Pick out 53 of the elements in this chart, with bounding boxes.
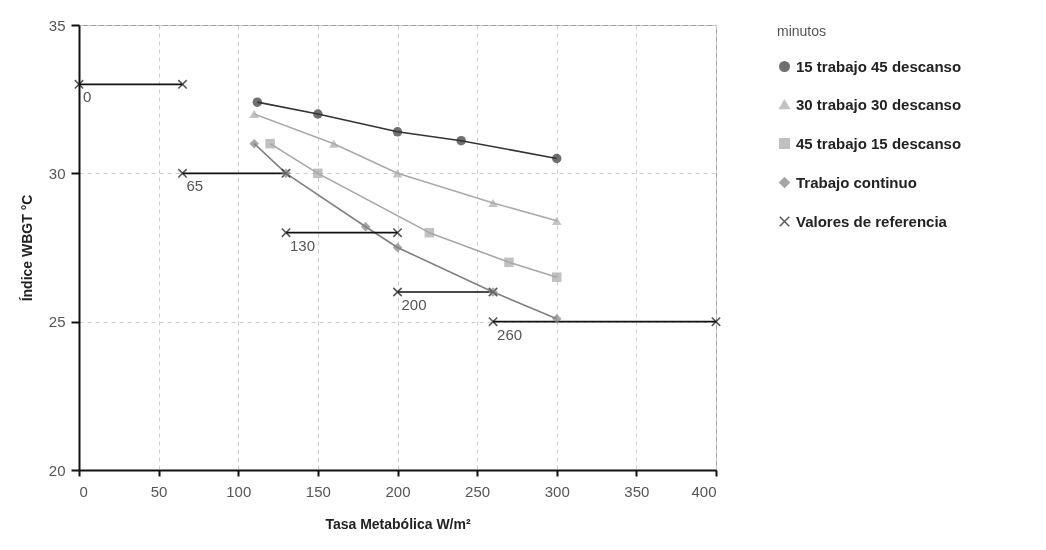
point	[456, 135, 466, 146]
point	[74, 79, 84, 90]
legend-label: Trabajo continuo	[796, 173, 917, 191]
point	[392, 242, 403, 253]
y-tick-label: 35	[48, 16, 66, 34]
legend-label: 15 trabajo 45 descanso	[796, 57, 962, 75]
annotation: 260	[497, 325, 523, 343]
y-tick-label: 30	[48, 164, 66, 182]
point	[329, 139, 339, 148]
point	[249, 109, 259, 119]
x-tick-label: 250	[465, 482, 491, 500]
point	[177, 79, 188, 90]
point	[711, 316, 721, 327]
y-tick-label: 25	[48, 313, 66, 331]
legend-label: 30 trabajo 30 descanso	[796, 95, 962, 113]
annotation: 130	[290, 236, 316, 254]
legend-label: 45 trabajo 15 descanso	[796, 134, 962, 152]
point	[424, 227, 435, 238]
x-tick-label: 0	[79, 482, 88, 500]
x-tick-label: 150	[305, 482, 331, 500]
x-tick-label: 300	[544, 482, 570, 500]
x-tick-label: 350	[624, 482, 650, 500]
point	[177, 168, 188, 179]
annotation: 0	[83, 88, 92, 106]
x-tick-label: 400	[691, 482, 717, 500]
point	[313, 109, 323, 119]
point	[360, 221, 371, 232]
point	[552, 313, 562, 324]
point	[504, 257, 514, 268]
point	[392, 227, 403, 238]
point	[281, 227, 292, 238]
x-tick-label: 100	[226, 482, 252, 500]
x-tick-label: 200	[385, 482, 411, 500]
point	[313, 168, 323, 179]
point	[488, 316, 499, 327]
annotation: 65	[186, 177, 204, 195]
point	[552, 272, 562, 282]
point	[265, 138, 275, 149]
point	[552, 153, 562, 164]
annotation: 200	[401, 296, 427, 313]
legend-title: minutos	[777, 23, 827, 39]
point	[392, 127, 403, 137]
x-tick-label: 50	[150, 482, 168, 500]
point	[552, 216, 562, 225]
x-axis-title: Tasa Metabólica W/m²	[325, 515, 471, 532]
y-tick-label: 20	[48, 461, 66, 479]
point	[252, 97, 263, 107]
point	[488, 198, 498, 208]
y-axis-title: Índice WBGT °C	[18, 194, 35, 302]
point	[392, 169, 403, 178]
point	[249, 138, 259, 149]
legend-label: Valores de referencia	[796, 212, 948, 230]
point	[392, 287, 403, 297]
